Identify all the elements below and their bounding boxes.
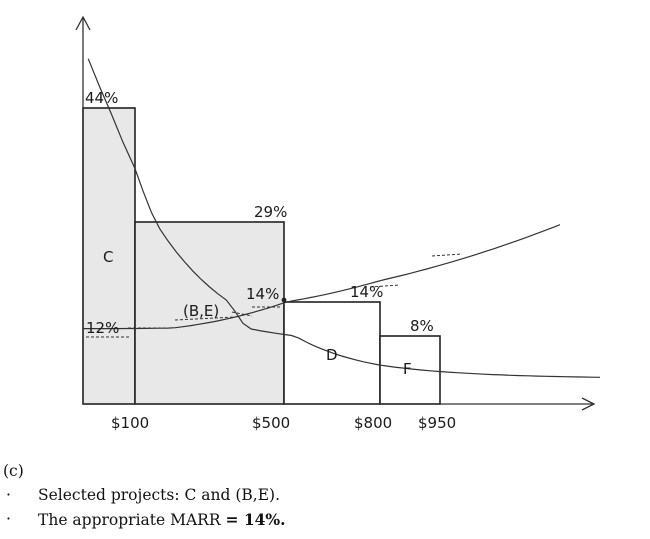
y-axis-arrow <box>75 15 91 31</box>
bullet-dot: · <box>6 486 11 504</box>
x-tick-label: $800 <box>354 414 392 432</box>
axes-group <box>75 15 596 411</box>
dashed-trace <box>369 284 401 288</box>
dashed-trace <box>431 253 463 257</box>
be-group-label: (B,E) <box>183 302 219 320</box>
bar-project-label: C <box>103 248 113 266</box>
part-label: (c) <box>3 462 24 480</box>
selected-projects-text: Selected projects: C and (B,E). <box>38 486 281 504</box>
x-axis-arrow <box>581 397 596 411</box>
marr-value: = 14%. <box>225 510 286 529</box>
bar-rate-label: 44% <box>85 89 118 107</box>
investment-chart: 44% C 29% 14% D 8% F $100 $500 $800 $950 14% (B,E) 12… <box>75 15 601 432</box>
bullet-dot: · <box>6 510 11 528</box>
curves-group <box>83 58 601 378</box>
marr-label: The appropriate MARR <box>38 511 226 529</box>
intersection-point <box>281 297 287 303</box>
x-tick-label: $100 <box>111 414 149 432</box>
supply-curve <box>83 224 561 330</box>
bar-rate-label: 14% <box>350 283 383 301</box>
x-tick-label: $500 <box>252 414 290 432</box>
bar-rate-label: 29% <box>254 203 287 221</box>
marr-text: The appropriate MARR = 14%. <box>38 510 286 529</box>
dashed-trace <box>174 316 236 321</box>
bar-f <box>379 335 441 405</box>
be-leader <box>231 311 253 317</box>
bar-project-label: D <box>326 346 338 364</box>
labels-group: 44% C 29% 14% D 8% F $100 $500 $800 $950 14% (B,E) 12… <box>85 89 456 432</box>
intersection-rate-label: 14% <box>246 285 279 303</box>
x-tick-label: $950 <box>418 414 456 432</box>
demand-curve <box>87 58 601 378</box>
base-rate-label: 12% <box>86 319 119 337</box>
bars-group <box>82 107 441 405</box>
bar-rate-label: 8% <box>410 317 434 335</box>
bar-c <box>82 107 136 405</box>
bar-project-label: F <box>403 360 412 378</box>
bar-be <box>134 221 285 405</box>
